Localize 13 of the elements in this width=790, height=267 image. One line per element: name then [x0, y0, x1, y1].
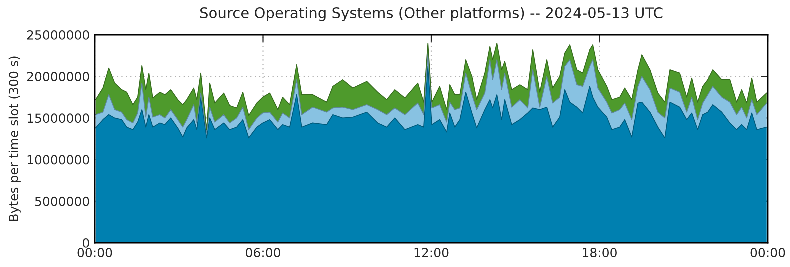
- x-tick-label: 18:00: [583, 248, 617, 258]
- y-tick-label: 0: [83, 238, 90, 248]
- chart-title: Source Operating Systems (Other platforms) -- 2024-05-13 UTC: [200, 7, 663, 22]
- y-tick-label: 15000000: [28, 114, 90, 124]
- y-tick-label: 5000000: [35, 196, 90, 206]
- y-tick-label: 25000000: [27, 30, 90, 40]
- x-tick-label: 06:00: [246, 248, 280, 258]
- y-axis-title: Bytes per time slot (300 s): [8, 56, 21, 222]
- y-tick-label: 20000000: [27, 72, 90, 82]
- y-tick-label: 10000000: [28, 155, 90, 165]
- x-tick-label: 12:00: [414, 248, 449, 258]
- x-tick-label: 00:00: [78, 248, 112, 258]
- x-tick-label: 00:00: [750, 248, 786, 258]
